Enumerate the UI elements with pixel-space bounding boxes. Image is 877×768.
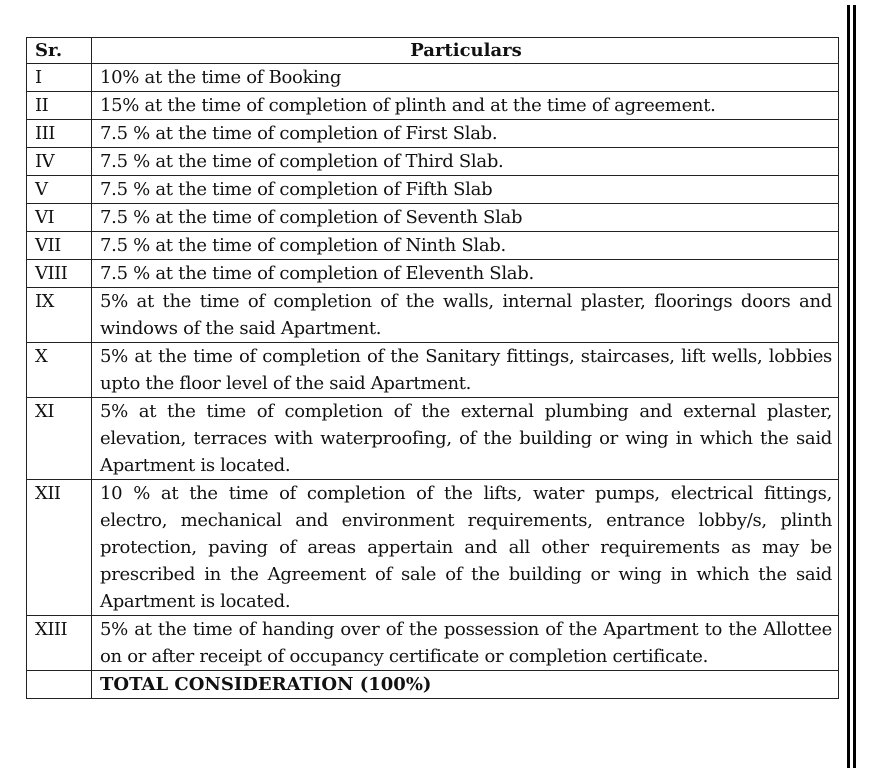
page-border-line — [847, 5, 850, 768]
table-row: XIII 5% at the time of handing over of th… — [26, 615, 839, 671]
table-row: VI 7.5 % at the time of completion of Sev… — [26, 203, 839, 232]
table-row: II 15% at the time of completion of plint… — [26, 91, 839, 120]
table-row: III 7.5 % at the time of completion of Fi… — [26, 119, 839, 148]
payment-schedule-table: Sr. Particulars I 10% at the time of Book… — [26, 37, 839, 699]
table-row: XI 5% at the time of completion of the ex… — [26, 397, 839, 480]
row-sr: IV — [26, 147, 92, 176]
row-particulars: 7.5 % at the time of completion of Eleve… — [91, 259, 839, 288]
table-row: I 10% at the time of Booking — [26, 63, 839, 92]
row-sr: XI — [26, 397, 92, 480]
row-sr: VII — [26, 231, 92, 260]
row-particulars: 7.5 % at the time of completion of Ninth… — [91, 231, 839, 260]
row-particulars: 5% at the time of handing over of the po… — [91, 615, 839, 671]
row-particulars: 15% at the time of completion of plinth … — [91, 91, 839, 120]
row-sr: II — [26, 91, 92, 120]
header-sr: Sr. — [26, 37, 92, 64]
row-sr: XII — [26, 479, 92, 616]
table-row: V 7.5 % at the time of completion of Fift… — [26, 175, 839, 204]
table-row: VIII 7.5 % at the time of completion of E… — [26, 259, 839, 288]
row-sr: V — [26, 175, 92, 204]
row-sr: VI — [26, 203, 92, 232]
header-particulars: Particulars — [91, 37, 839, 64]
total-row: TOTAL CONSIDERATION (100%) — [26, 670, 839, 699]
row-sr: XIII — [26, 615, 92, 671]
row-particulars: 7.5 % at the time of completion of First… — [91, 119, 839, 148]
table-row: VII 7.5 % at the time of completion of Ni… — [26, 231, 839, 260]
row-sr: X — [26, 342, 92, 398]
table-row: IV 7.5 % at the time of completion of Thi… — [26, 147, 839, 176]
row-particulars: 7.5 % at the time of completion of Third… — [91, 147, 839, 176]
row-particulars: 5% at the time of completion of the wall… — [91, 287, 839, 343]
table-header-row: Sr. Particulars — [26, 37, 839, 64]
row-sr: I — [26, 63, 92, 92]
total-label: TOTAL CONSIDERATION (100%) — [91, 670, 839, 699]
table-row: XII 10 % at the time of completion of the… — [26, 479, 839, 616]
row-particulars: 5% at the time of completion of the Sani… — [91, 342, 839, 398]
table-row: X 5% at the time of completion of the San… — [26, 342, 839, 398]
row-particulars: 10 % at the time of completion of the li… — [91, 479, 839, 616]
page-border-line — [853, 5, 856, 768]
row-particulars: 10% at the time of Booking — [91, 63, 839, 92]
total-sr — [26, 670, 92, 699]
row-sr: VIII — [26, 259, 92, 288]
row-particulars: 7.5 % at the time of completion of Seven… — [91, 203, 839, 232]
row-particulars: 5% at the time of completion of the exte… — [91, 397, 839, 480]
row-particulars: 7.5 % at the time of completion of Fifth… — [91, 175, 839, 204]
row-sr: III — [26, 119, 92, 148]
table-row: IX 5% at the time of completion of the wa… — [26, 287, 839, 343]
row-sr: IX — [26, 287, 92, 343]
